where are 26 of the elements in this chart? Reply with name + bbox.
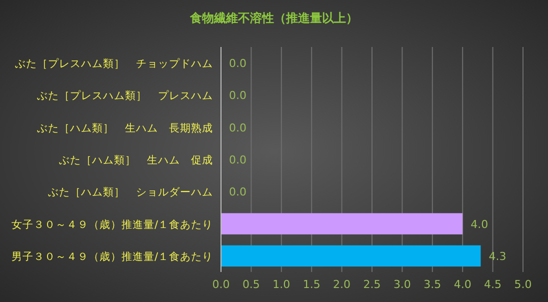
x-tick-label: 2.0: [333, 278, 351, 291]
y-tick-label: 女子３０～４９（歳）推進量/１食あたり: [11, 218, 213, 231]
x-tick-label: 1.0: [272, 278, 290, 291]
data-label: 0.0: [229, 186, 246, 199]
data-label: 0.0: [229, 154, 246, 166]
x-tick-label: 4.0: [454, 278, 472, 291]
y-tick-label: ぶた［プレスハム類］ チョップドハム: [15, 57, 213, 70]
data-label: 4.0: [470, 218, 488, 231]
y-tick-label: ぶた［プレスハム類］ プレスハム: [37, 89, 213, 102]
x-tick-label: 2.5: [363, 278, 381, 291]
data-label: 0.0: [229, 57, 246, 70]
y-tick-label: ぶた［ハム類］ 生ハム 長期熟成: [37, 121, 213, 134]
data-label: 0.0: [229, 121, 246, 134]
x-tick-label: 3.5: [424, 278, 442, 291]
x-tick-label: 4.5: [484, 278, 502, 291]
x-tick-label: 0.5: [242, 278, 260, 291]
data-label: 0.0: [229, 89, 246, 102]
data-label: 4.3: [488, 250, 506, 263]
y-tick-label: ぶた［ハム類］ 生ハム 促成: [59, 154, 213, 166]
y-tick-label: ぶた［ハム類］ ショルダーハム: [48, 186, 213, 199]
x-tick-label: 1.5: [302, 278, 320, 291]
x-tick-label: 0.0: [212, 278, 230, 291]
x-tick-label: 5.0: [514, 278, 532, 291]
x-tick-label: 3.0: [393, 278, 411, 291]
y-tick-label: 男子３０～４９（歳）推進量/１食あたり: [11, 250, 213, 263]
chart-title: 食物繊維不溶性（推進量以上）: [189, 11, 358, 25]
